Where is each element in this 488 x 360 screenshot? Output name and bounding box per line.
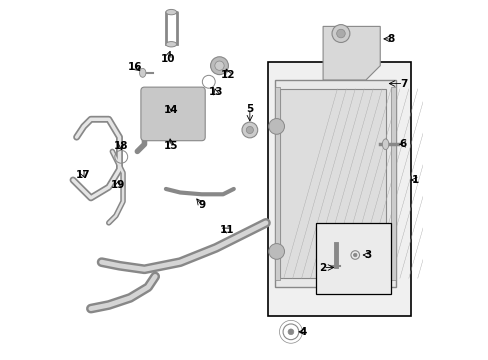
Text: 5: 5: [246, 104, 253, 113]
Circle shape: [331, 24, 349, 42]
Ellipse shape: [139, 68, 145, 77]
Text: 7: 7: [399, 78, 407, 89]
FancyBboxPatch shape: [141, 87, 205, 141]
Text: 3: 3: [364, 250, 370, 260]
Text: 15: 15: [163, 141, 178, 151]
Ellipse shape: [165, 41, 176, 47]
Text: 6: 6: [399, 139, 406, 149]
Text: 4: 4: [299, 327, 306, 337]
Polygon shape: [323, 26, 380, 80]
Text: 10: 10: [160, 54, 175, 64]
Text: 16: 16: [128, 63, 142, 72]
Bar: [274, 87, 280, 280]
Text: 8: 8: [386, 34, 394, 44]
Text: 14: 14: [163, 105, 178, 115]
Text: 13: 13: [208, 87, 223, 98]
Text: 1: 1: [411, 175, 418, 185]
Text: 9: 9: [198, 200, 205, 210]
Bar: [267, 62, 410, 316]
Circle shape: [242, 122, 257, 138]
Circle shape: [210, 57, 228, 75]
Circle shape: [214, 61, 224, 70]
Circle shape: [268, 118, 284, 134]
Circle shape: [353, 253, 356, 257]
Ellipse shape: [165, 9, 176, 15]
Text: 12: 12: [221, 69, 235, 80]
Circle shape: [336, 29, 345, 38]
Bar: [390, 87, 395, 280]
Circle shape: [246, 126, 253, 134]
Text: 2: 2: [319, 262, 326, 273]
Text: 17: 17: [76, 170, 90, 180]
Bar: [274, 80, 395, 287]
Text: 11: 11: [219, 225, 233, 235]
Ellipse shape: [382, 139, 388, 150]
Bar: [280, 89, 385, 278]
Bar: [315, 223, 390, 294]
Circle shape: [268, 244, 284, 259]
Text: 18: 18: [114, 141, 128, 151]
Text: 19: 19: [110, 180, 124, 190]
Circle shape: [287, 329, 293, 335]
